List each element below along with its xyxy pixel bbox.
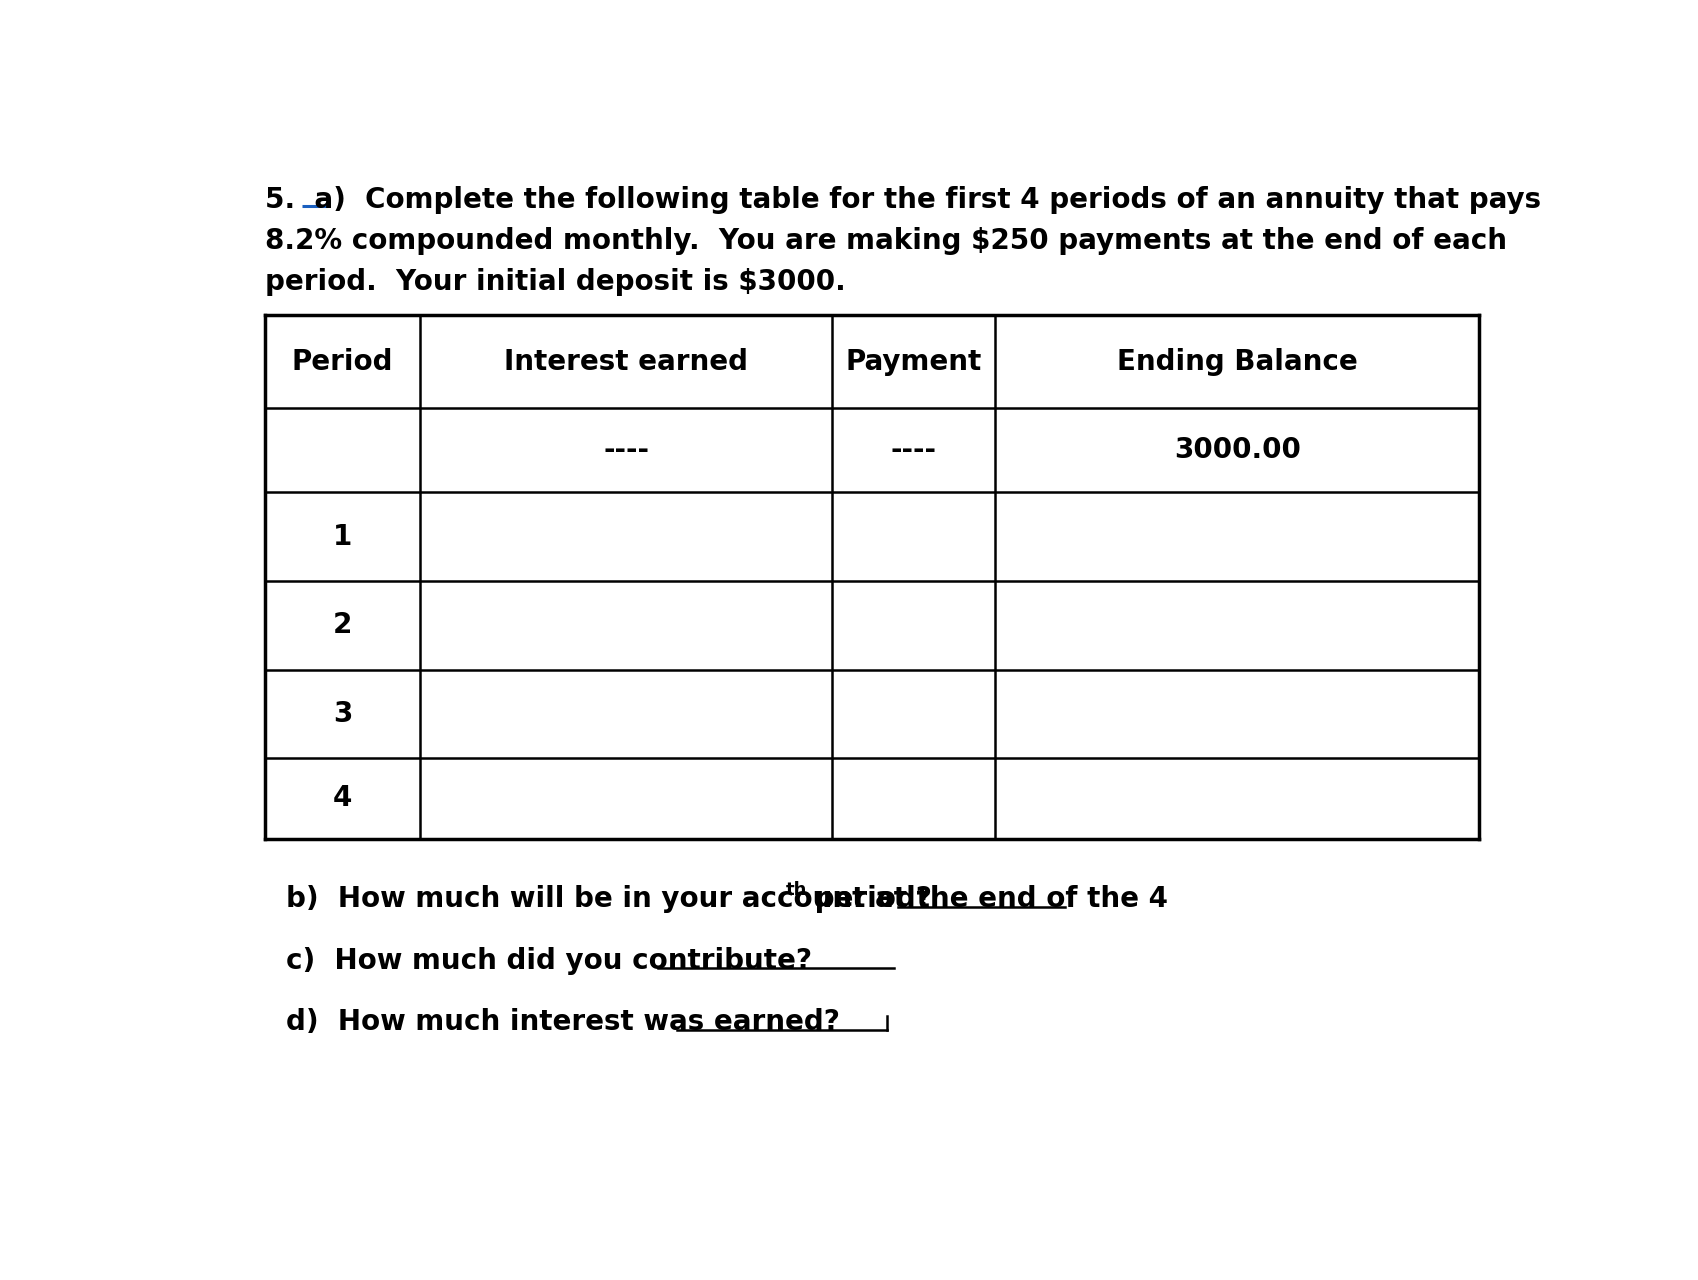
Text: 2: 2	[333, 612, 351, 639]
Text: period?: period?	[805, 884, 932, 913]
Text: 4: 4	[333, 785, 351, 813]
Text: 3: 3	[333, 700, 351, 728]
Text: b)  How much will be in your account at the end of the 4: b) How much will be in your account at t…	[285, 884, 1168, 913]
Text: 5.  a)  Complete the following table for the first 4 periods of an annuity that : 5. a) Complete the following table for t…	[265, 186, 1542, 214]
Text: Payment: Payment	[846, 347, 981, 375]
Text: c)  How much did you contribute?: c) How much did you contribute?	[285, 947, 812, 974]
Text: th: th	[786, 881, 807, 900]
Text: d)  How much interest was earned?: d) How much interest was earned?	[285, 1009, 841, 1037]
Text: 1: 1	[333, 522, 351, 550]
Text: ----: ----	[603, 436, 649, 465]
Text: Interest earned: Interest earned	[504, 347, 749, 375]
Text: Period: Period	[292, 347, 394, 375]
Text: 3000.00: 3000.00	[1173, 436, 1301, 465]
Text: Ending Balance: Ending Balance	[1117, 347, 1358, 375]
Text: ----: ----	[891, 436, 937, 465]
Text: 8.2% compounded monthly.  You are making $250 payments at the end of each: 8.2% compounded monthly. You are making …	[265, 227, 1506, 255]
Text: period.  Your initial deposit is $3000.: period. Your initial deposit is $3000.	[265, 268, 846, 296]
